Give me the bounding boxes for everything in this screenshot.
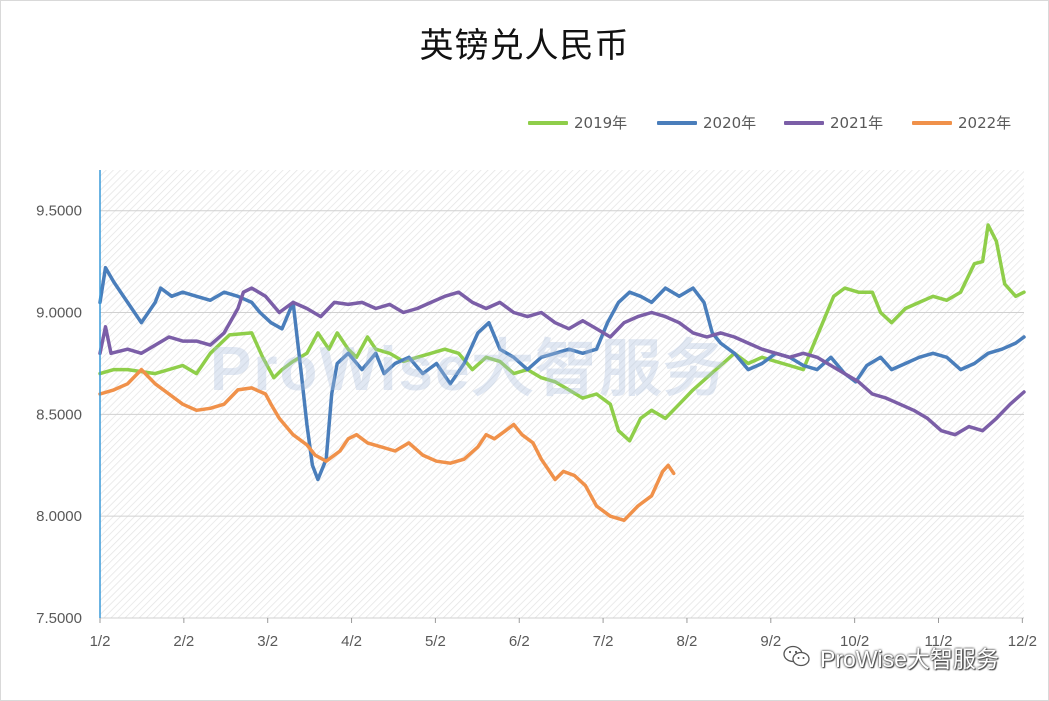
x-tick-label: 6/2 (509, 633, 530, 650)
x-tick-label: 4/2 (341, 633, 362, 650)
y-tick-label: 9.0000 (36, 305, 82, 322)
x-tick-label: 8/2 (677, 633, 698, 650)
background-watermark: ProWise大智服务 (210, 335, 728, 404)
x-tick-label: 9/2 (760, 633, 781, 650)
series-line-2019 (98, 223, 1026, 443)
legend-item-2020: 2020年 (657, 112, 756, 133)
legend-item-2019: 2019年 (528, 112, 627, 133)
wechat-icon (783, 645, 810, 667)
y-tick-label: 8.0000 (36, 508, 82, 525)
x-tick-label: 10/2 (840, 633, 869, 650)
x-tick-label: 1/2 (90, 633, 111, 650)
legend-swatch-2019 (528, 120, 568, 125)
y-tick-label: 9.5000 (36, 203, 82, 220)
y-tick-label: 7.5000 (36, 610, 82, 627)
chart-title: 英镑兑人民币 (419, 26, 630, 66)
legend-swatch-2021 (784, 120, 824, 125)
legend-swatch-2022 (912, 120, 952, 125)
legend-label-2022: 2022年 (958, 114, 1012, 132)
series-line-2021 (98, 286, 1026, 437)
legend-item-2021: 2021年 (784, 112, 883, 133)
legend-item-2022: 2022年 (912, 112, 1011, 133)
series-line-2022 (98, 367, 676, 523)
x-tick-label: 3/2 (257, 633, 278, 650)
legend-swatch-2020 (657, 120, 697, 125)
x-tick-label: 12/2 (1008, 633, 1037, 650)
legend-label-2021: 2021年 (830, 114, 884, 132)
x-tick-label: 7/2 (593, 633, 614, 650)
x-tick-label: 11/2 (924, 633, 952, 650)
x-tick-label: 2/2 (173, 633, 194, 650)
brand-watermark: ProWise大智服务 (820, 646, 999, 672)
y-tick-label: 8.5000 (36, 406, 82, 423)
legend-label-2019: 2019年 (574, 114, 628, 132)
legend-label-2020: 2020年 (703, 114, 757, 132)
x-tick-label: 5/2 (425, 633, 446, 650)
